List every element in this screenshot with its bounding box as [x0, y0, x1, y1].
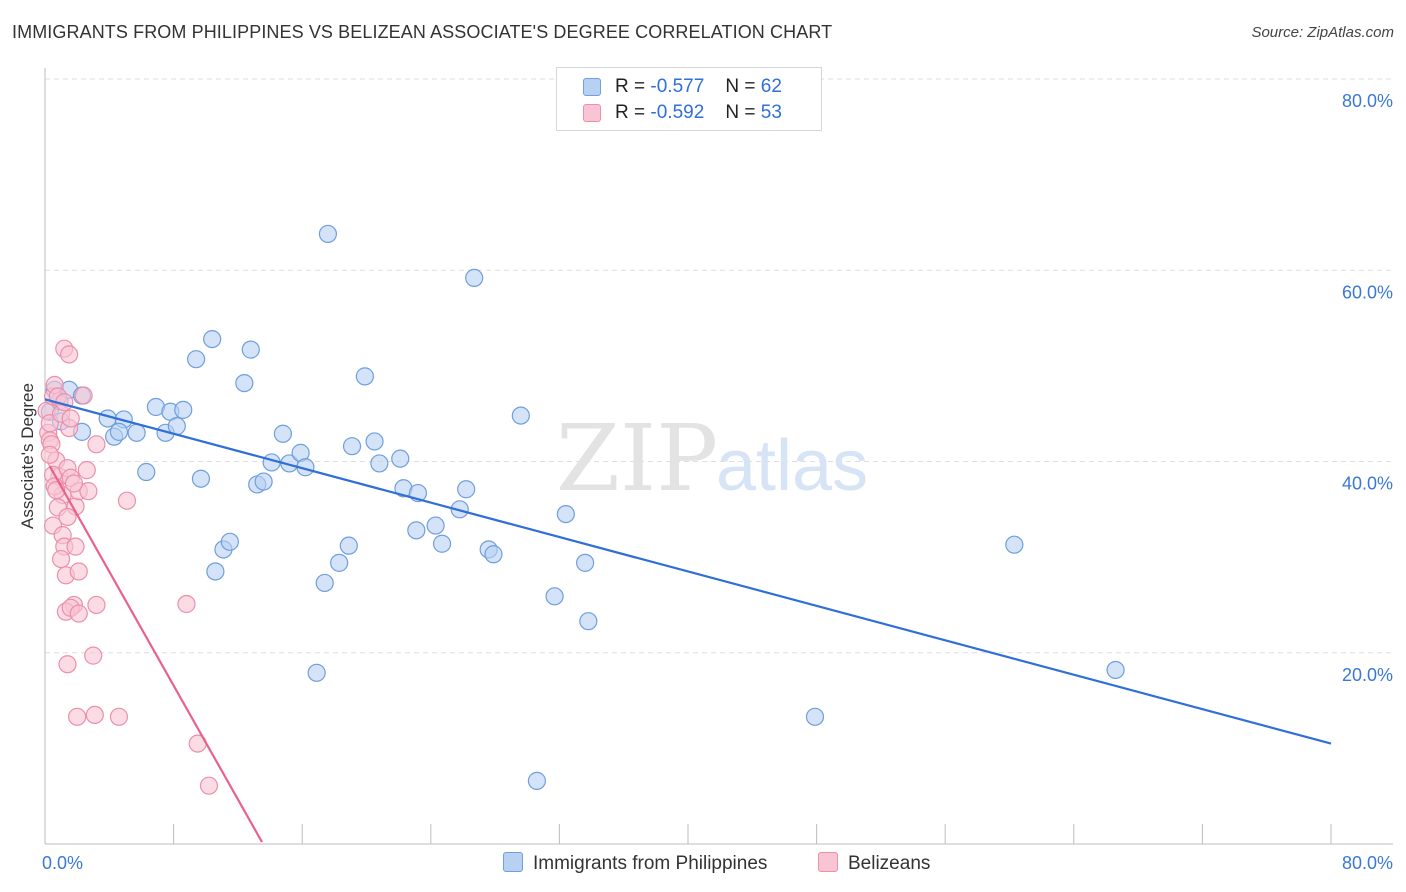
point-belizean	[69, 562, 88, 581]
point-philippines	[426, 516, 445, 535]
point-philippines	[457, 480, 476, 499]
point-philippines	[342, 437, 362, 456]
legend-r-label: R =	[615, 76, 646, 97]
bottom-legend-philippines: Immigrants from Philippines	[503, 852, 767, 875]
trend-lines	[44, 398, 1332, 843]
point-belizean	[68, 707, 87, 726]
point-philippines	[339, 536, 358, 555]
bottom-legend-label: Immigrants from Philippines	[533, 853, 768, 874]
point-philippines	[511, 406, 530, 425]
x-tick-label: 80.0%	[1342, 853, 1393, 873]
point-belizean	[61, 409, 80, 428]
legend-r-value: -0.577	[650, 76, 705, 97]
legend-n-label: N =	[725, 76, 756, 97]
point-philippines	[484, 545, 503, 564]
tick-labels: 20.0% 40.0% 60.0% 80.0% 0.0% 80.0%	[42, 91, 1393, 873]
y-tick-label: 20.0%	[1342, 665, 1393, 685]
point-belizean	[51, 549, 71, 569]
data-points	[37, 224, 1125, 795]
point-philippines	[203, 330, 222, 349]
point-belizean	[79, 482, 98, 501]
point-belizean	[85, 705, 104, 725]
point-philippines	[407, 521, 426, 540]
point-belizean	[40, 445, 59, 464]
point-philippines	[191, 469, 211, 488]
y-tick-label: 40.0%	[1342, 474, 1393, 494]
point-philippines	[315, 573, 334, 593]
point-belizean	[177, 594, 196, 614]
gridlines	[45, 78, 1393, 654]
point-belizean	[87, 435, 106, 454]
point-belizean	[117, 491, 137, 510]
legend-n-label: N =	[725, 102, 756, 123]
point-philippines	[527, 771, 546, 790]
point-philippines	[330, 553, 349, 572]
point-philippines	[579, 612, 598, 631]
point-philippines	[187, 350, 206, 369]
point-philippines	[127, 423, 146, 442]
point-philippines	[391, 449, 410, 468]
point-belizean	[109, 707, 129, 726]
point-belizean	[58, 507, 77, 527]
point-philippines	[432, 534, 452, 553]
point-belizean	[69, 604, 88, 623]
point-philippines	[254, 472, 273, 491]
point-philippines	[805, 707, 825, 726]
bottom-legend-swatch-blue	[503, 852, 523, 872]
legend-r-label: R =	[615, 102, 646, 123]
point-philippines	[235, 373, 254, 393]
point-belizean	[84, 646, 103, 665]
trend-line-philippines	[44, 398, 1332, 745]
y-tick-label: 60.0%	[1342, 282, 1393, 302]
point-philippines	[273, 424, 293, 443]
point-philippines	[206, 562, 225, 581]
point-philippines	[556, 504, 575, 524]
point-philippines	[1005, 535, 1024, 554]
point-philippines	[576, 553, 595, 572]
point-philippines	[174, 400, 193, 419]
bottom-legend-label: Belizeans	[848, 853, 931, 874]
source-label: Source: ZipAtlas.com	[1251, 24, 1394, 41]
point-belizean	[77, 461, 96, 480]
point-philippines	[220, 532, 239, 551]
point-philippines	[137, 462, 156, 482]
point-belizean	[60, 345, 79, 364]
point-belizean	[66, 537, 85, 556]
legend-n-value: 62	[760, 76, 782, 97]
y-tick-label: 80.0%	[1342, 91, 1393, 111]
point-belizean	[58, 655, 77, 674]
point-philippines	[465, 268, 484, 287]
point-philippines	[355, 367, 374, 386]
point-philippines	[365, 432, 384, 451]
point-philippines	[318, 224, 338, 244]
bottom-legend-swatch-pink	[818, 852, 838, 872]
point-belizean	[64, 474, 84, 493]
point-philippines	[545, 587, 564, 606]
watermark: ZIP atlas	[556, 405, 868, 512]
point-philippines	[241, 340, 260, 359]
point-philippines	[109, 422, 129, 441]
legend-swatch-pink	[583, 104, 601, 122]
x-tick-label: 0.0%	[42, 853, 83, 873]
watermark-zip: ZIP	[556, 405, 718, 512]
watermark-atlas: atlas	[716, 426, 868, 506]
point-belizean	[74, 386, 93, 405]
bottom-legend-belizeans: Belizeans	[818, 852, 930, 875]
legend-r-value: -0.592	[650, 102, 705, 123]
correlation-legend: R = -0.577 N = 62 R = -0.592 N = 53	[556, 67, 822, 131]
chart-title: IMMIGRANTS FROM PHILIPPINES VS BELIZEAN …	[12, 22, 833, 42]
point-belizean	[199, 776, 219, 795]
trend-line-belizeans	[48, 465, 263, 843]
legend-n-value: 53	[760, 102, 782, 123]
y-axis-label: Associate's Degree	[18, 383, 37, 529]
point-belizean	[87, 595, 106, 615]
legend-swatch-blue	[583, 78, 601, 96]
point-philippines	[1106, 660, 1125, 680]
point-philippines	[307, 663, 326, 682]
point-philippines	[370, 454, 389, 473]
